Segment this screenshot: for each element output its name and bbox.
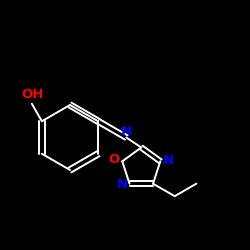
Text: N: N — [116, 178, 128, 192]
Text: N: N — [121, 125, 132, 138]
Text: OH: OH — [21, 88, 44, 102]
Text: O: O — [109, 153, 120, 166]
Text: N: N — [162, 154, 173, 166]
